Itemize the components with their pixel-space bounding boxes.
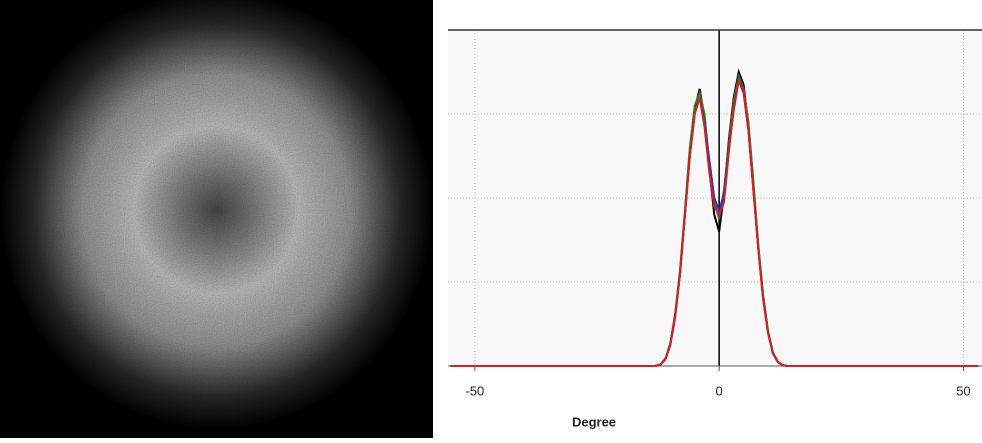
x-tick-label: 0 [716, 383, 723, 398]
chart: -50 0 50 [448, 29, 982, 398]
data-line [450, 77, 979, 367]
x-tick-label: -50 [465, 383, 484, 398]
x-tick-label: 50 [956, 383, 970, 398]
beam-image [0, 0, 433, 438]
x-axis-label: Degree [572, 414, 616, 429]
